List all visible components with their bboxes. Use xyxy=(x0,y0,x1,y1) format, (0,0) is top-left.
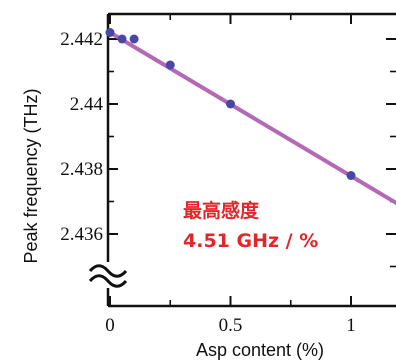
axis-break-mark-upper xyxy=(88,264,128,278)
data-point xyxy=(105,28,115,37)
axis-break-mark-lower xyxy=(88,274,128,288)
y-tick-label: 2.438 xyxy=(60,159,103,180)
x-axis-title: Asp content (%) xyxy=(196,340,324,360)
plot-area xyxy=(106,12,396,308)
data-point xyxy=(129,34,139,44)
axis-break xyxy=(88,262,128,288)
series-layer xyxy=(105,28,396,206)
y-tick-label: 2.436 xyxy=(60,224,103,245)
right-axis-ticks xyxy=(386,38,396,268)
y-axis-ticks: 2.442 2.44 2.438 2.436 xyxy=(60,29,118,268)
x-axis-ticks: 0 0.5 1 xyxy=(105,296,356,336)
data-point xyxy=(117,34,127,44)
y-axis-title: Peak frequency (THz) xyxy=(21,88,41,263)
x-tick-label: 1 xyxy=(346,315,356,336)
y-tick-label: 2.44 xyxy=(70,94,104,115)
x-tick-label: 0.5 xyxy=(219,315,243,336)
annotation-value: 4.51 GHz / % xyxy=(183,230,318,252)
annotation-title: 最高感度 xyxy=(183,199,260,222)
data-point xyxy=(165,60,175,70)
data-point xyxy=(346,171,356,180)
data-point xyxy=(226,99,235,109)
y-tick-label: 2.442 xyxy=(60,29,103,50)
top-axis-ticks xyxy=(109,14,352,24)
x-tick-label: 0 xyxy=(105,315,115,336)
